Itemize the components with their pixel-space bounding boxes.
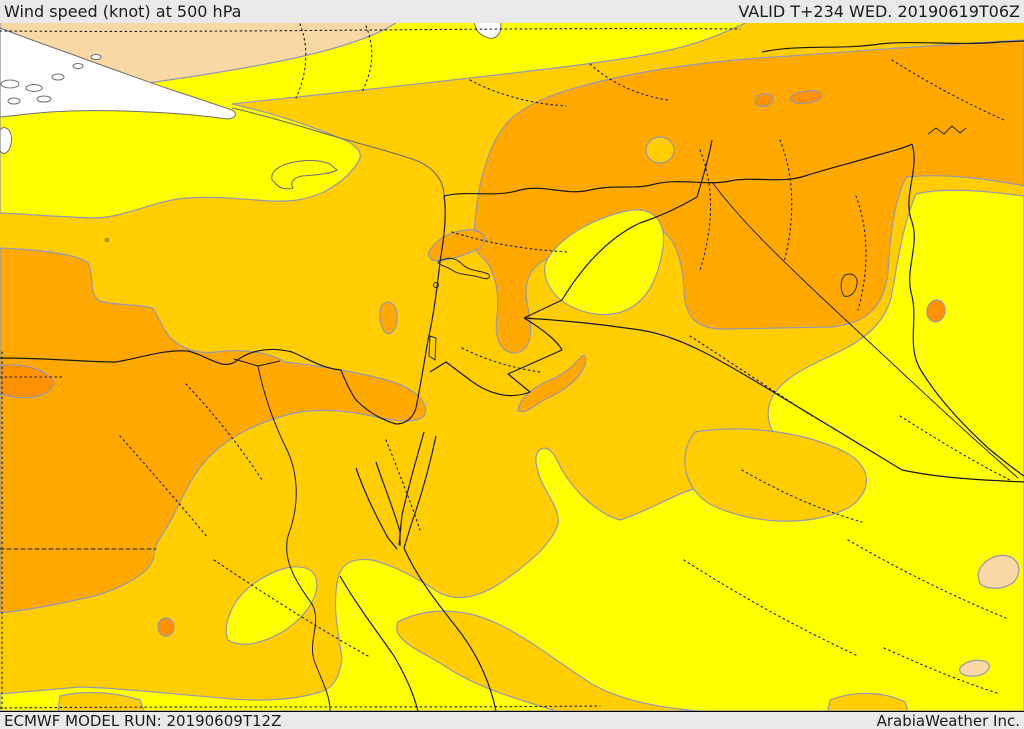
dotted-line [361, 25, 373, 93]
dotted-line [0, 705, 601, 709]
island [51, 73, 65, 81]
iran-border [908, 143, 1024, 477]
dotted-line [741, 469, 863, 523]
dotted-line [899, 415, 1011, 481]
red-sea-east-shore [403, 547, 497, 712]
dead-sea [428, 335, 437, 361]
turkey-south-border [443, 143, 913, 197]
dotted-line [119, 435, 209, 539]
contour-region [684, 428, 867, 522]
lake-assad [437, 257, 491, 280]
jordan-saudi-border [429, 317, 563, 397]
map-title: Wind speed (knot) at 500 hPa [4, 2, 242, 21]
island [72, 63, 84, 69]
contour-region-lebanon [427, 229, 486, 262]
dotted-line [847, 539, 1007, 619]
band-orange-egypt [0, 229, 587, 614]
turkey-south-coast [231, 107, 445, 197]
cyprus-coast [271, 159, 338, 190]
dotted-line [0, 28, 741, 32]
sea-of-galilee [433, 282, 439, 288]
contour-region [0, 189, 1024, 712]
borders-black [0, 40, 1024, 712]
dotted-line [213, 559, 369, 657]
contour-region [959, 659, 990, 677]
contour-region [473, 39, 1024, 354]
red-sea-west-shore [339, 575, 419, 712]
syria-iraq-border [561, 139, 713, 301]
gulf-of-aqaba-west [398, 431, 425, 546]
island [7, 97, 21, 105]
dotted-line [469, 79, 567, 107]
contour-core [926, 299, 946, 323]
band-orange-northeast [473, 39, 1024, 354]
iraq-jordan-border [523, 299, 563, 319]
dotted-line [461, 347, 541, 373]
contour-region [225, 566, 318, 645]
contour-region [544, 209, 665, 316]
dotted-boundaries [0, 23, 1011, 712]
dotted-line [185, 383, 263, 481]
levant-coast [340, 195, 446, 425]
island-dot [104, 237, 110, 243]
contour-core [157, 617, 175, 637]
dotted-line [689, 335, 813, 417]
contour-core [754, 93, 774, 107]
contour-region [0, 247, 427, 614]
credit-label: ArabiaWeather Inc. [876, 711, 1020, 729]
contour-region [827, 692, 909, 712]
contour-region [977, 554, 1020, 589]
dotted-line [891, 59, 1005, 121]
island [25, 84, 43, 92]
coastlines-gray [104, 107, 445, 243]
tigris-river [711, 181, 1019, 479]
contour-core [0, 364, 55, 399]
dotted-line [683, 559, 859, 657]
footer-bar: ECMWF MODEL RUN: 20190609T12Z ArabiaWeat… [0, 711, 1024, 729]
contour-region-dumbbell [517, 354, 587, 413]
model-run-label: ECMWF MODEL RUN: 20190609T12Z [4, 711, 282, 729]
gulf-of-aqaba-east [403, 435, 437, 549]
island [0, 79, 20, 89]
band-gold-pockets [57, 428, 909, 712]
contour-hole [645, 136, 675, 164]
band-peach-spots [959, 554, 1020, 677]
contour-core [789, 90, 823, 104]
nile-river [257, 365, 331, 712]
dotted-line [883, 647, 1001, 695]
band-yellow-wedge [0, 189, 1024, 712]
island [36, 95, 52, 103]
lake-tharthar [840, 273, 858, 297]
iraq-saudi-border [523, 317, 1024, 483]
band-white-aegean [0, 19, 502, 154]
nile-delta-branch [233, 358, 281, 367]
band-deep-orange [0, 90, 946, 637]
dotted-line [779, 139, 793, 263]
aegean-sea [0, 27, 236, 120]
contour-region [57, 691, 145, 712]
island-rhodes [0, 127, 12, 154]
caucasus-line [761, 40, 1024, 53]
dotted-line [699, 149, 712, 271]
valid-time-label: VALID T+234 WED. 20190619T06Z [738, 2, 1020, 21]
header-bar: Wind speed (knot) at 500 hPa VALID T+234… [0, 0, 1024, 23]
island [90, 54, 102, 60]
dotted-line [451, 231, 569, 253]
contour-region-gaza [379, 301, 398, 335]
gulf-of-suez-west [355, 467, 398, 550]
lake-van [927, 125, 967, 135]
contour-region [396, 610, 701, 712]
dotted-line [385, 439, 421, 531]
egypt-coast [0, 348, 342, 371]
lakes [428, 125, 967, 361]
